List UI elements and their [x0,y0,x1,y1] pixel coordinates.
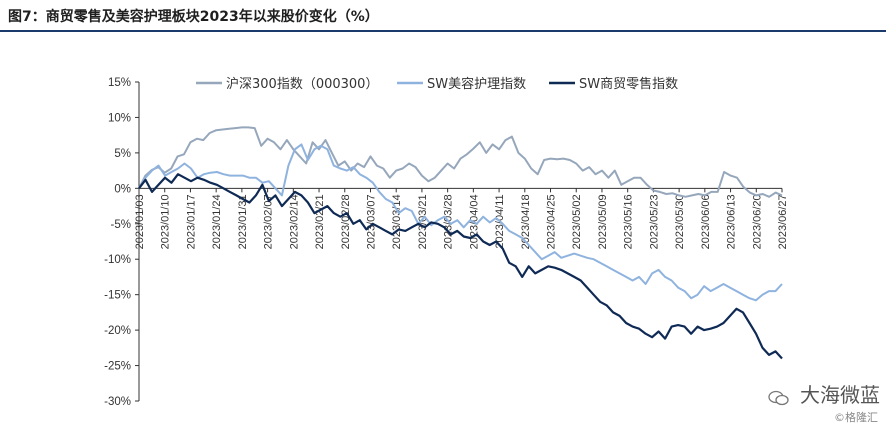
watermark-sub: ©格隆汇 [834,411,878,424]
x-tick-label: 2023/01/10 [160,194,172,249]
title-rule [0,30,886,32]
y-tick-label: -10% [104,254,131,266]
x-tick-label: 2023/06/13 [726,194,738,249]
x-tick-label: 2023/05/30 [674,194,686,249]
figure-title: 图7：商贸零售及美容护理板块2023年以来股价变化（%） [8,9,379,25]
x-tick-label: 2023/01/17 [185,194,197,249]
legend-label-2: SW美容护理指数 [427,76,526,92]
x-tick-label: 2023/04/18 [520,194,532,249]
x-tick-label: 2023/01/03 [134,194,146,249]
x-tick-label: 2023/03/21 [417,194,429,249]
x-tick-label: 2023/03/07 [365,194,377,249]
x-tick-label: 2023/01/31 [237,194,249,249]
watermark-name: 大海微蓝 [800,383,880,407]
y-tick-label: 0% [114,183,131,195]
watermark: 大海微蓝 ©格隆汇 [767,379,880,424]
series-line-2 [138,143,783,302]
y-tick-label: -20% [104,325,131,337]
x-tick-label: 2023/02/28 [340,194,352,249]
x-tick-label: 2023/02/21 [314,194,326,249]
x-tick-label: 2023/01/24 [211,194,223,249]
x-tick-label: 2023/06/20 [751,194,763,249]
x-tick-label: 2023/02/14 [288,194,300,249]
x-tick-label: 2023/05/16 [623,194,635,249]
y-tick-label: -15% [104,290,131,302]
x-tick-label: 2023/05/23 [648,194,660,249]
x-tick-label: 2023/03/14 [391,194,403,249]
y-tick-label: 15% [108,77,131,89]
y-tick-label: -30% [104,396,131,408]
series-line-1 [138,126,783,198]
y-tick-label: -25% [104,361,131,373]
legend-label-1: 沪深300指数（000300） [226,76,378,92]
x-tick-label: 2023/05/02 [571,194,583,249]
x-tick-label: 2023/02/07 [263,194,275,249]
wechat-icon [767,390,789,405]
x-tick-label: 2023/06/27 [777,194,789,249]
y-tick-label: 10% [108,112,131,124]
y-tick-label: -5% [111,219,131,231]
x-tick-label: 2023/06/06 [700,194,712,249]
x-tick-label: 2023/05/09 [597,194,609,249]
line-chart: 15% 10% 5% 0% -5% -10% -15% -20% -25% -30% 2023/01… [104,76,789,408]
figure-header: 图7：商贸零售及美容护理板块2023年以来股价变化（%） [0,0,886,32]
x-tick-label: 2023/04/25 [546,194,558,249]
series-line-3 [138,173,783,360]
y-tick-label: 5% [114,148,131,160]
legend-label-3: SW商贸零售指数 [579,76,678,92]
